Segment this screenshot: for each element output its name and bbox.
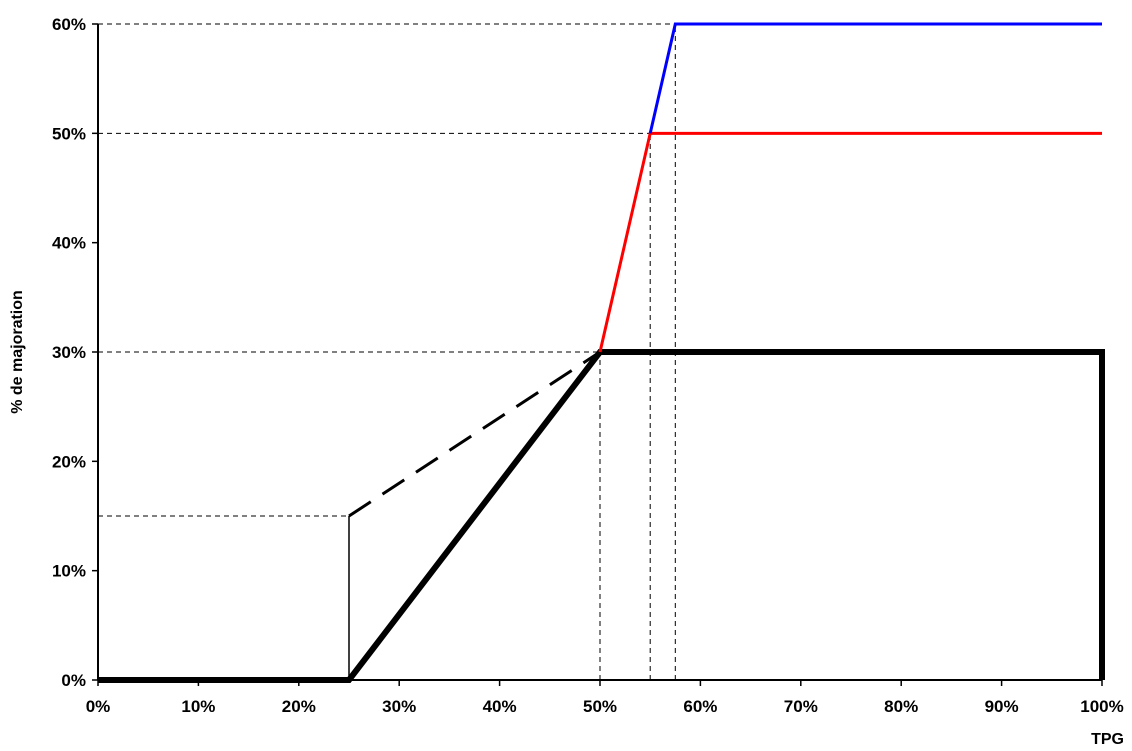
x-tick-label: 70% — [784, 697, 818, 716]
series — [98, 22, 1105, 683]
y-tick-label: 0% — [61, 671, 86, 690]
x-tick-label: 10% — [181, 697, 215, 716]
x-tick-label: 80% — [884, 697, 918, 716]
x-tick-label: 30% — [382, 697, 416, 716]
x-tick-label: 60% — [683, 697, 717, 716]
y-tick-label: 20% — [52, 452, 86, 471]
x-tick-label: 100% — [1080, 697, 1123, 716]
y-tick-label: 50% — [52, 124, 86, 143]
tick-labels: 0% 10% 20% 30% 40% 50% 60% 0% 10% 20% 30% 40% 50% 60%… — [52, 15, 1124, 716]
y-tick-label: 30% — [52, 343, 86, 362]
x-tick-label: 0% — [86, 697, 111, 716]
y-tick-label: 40% — [52, 234, 86, 253]
y-tick-label: 10% — [52, 562, 86, 581]
x-axis-title: TPG — [1091, 731, 1124, 748]
x-tick-label: 20% — [282, 697, 316, 716]
series-line-4 — [648, 22, 1102, 134]
x-tick-label: 90% — [985, 697, 1019, 716]
reference-lines — [98, 23, 676, 680]
x-tick-label: 40% — [483, 697, 517, 716]
x-tick-label: 50% — [583, 697, 617, 716]
y-tick-label: 60% — [52, 15, 86, 34]
y-axis-title: % de majoration — [9, 290, 26, 414]
series-line-1 — [348, 350, 601, 518]
